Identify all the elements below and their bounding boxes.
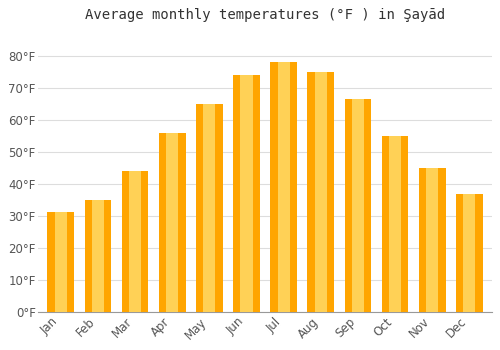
Bar [389,136,401,313]
Bar [122,172,148,313]
Bar [315,72,327,313]
Title: Average monthly temperatures (°F ) in Şayād: Average monthly temperatures (°F ) in Şa… [85,8,445,22]
Bar [129,172,141,313]
Bar [426,168,438,313]
Bar [48,211,74,313]
Bar [308,72,334,313]
Bar [352,99,364,313]
Bar [240,75,252,313]
Bar [278,63,289,313]
Bar [84,200,112,313]
Bar [456,194,483,313]
Bar [344,99,372,313]
Bar [419,168,446,313]
Bar [166,133,178,313]
Bar [464,194,475,313]
Bar [270,63,297,313]
Bar [55,211,67,313]
Bar [159,133,186,313]
Bar [92,200,104,313]
Bar [233,75,260,313]
Bar [196,104,222,313]
Bar [204,104,216,313]
Bar [382,136,408,313]
